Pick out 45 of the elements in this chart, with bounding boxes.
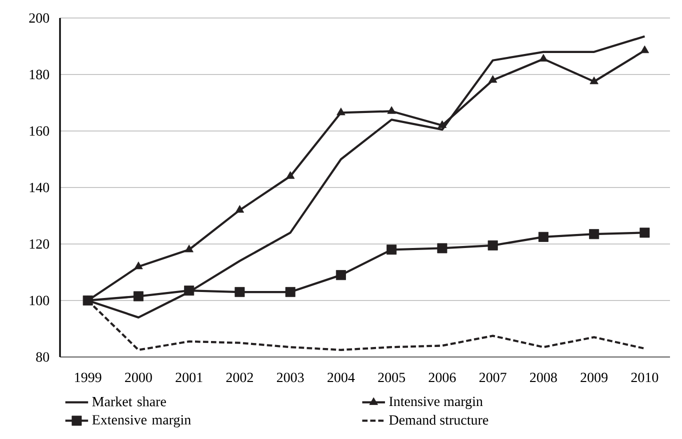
x-tick-label: 2006 [428, 372, 456, 382]
point [285, 287, 296, 298]
point [438, 120, 447, 128]
y-tick-label: 80 [36, 352, 50, 362]
x-tick-label: 2009 [580, 372, 608, 382]
point [286, 171, 295, 179]
y-tick-label: 140 [30, 182, 50, 192]
x-tick-label: 2008 [530, 372, 557, 382]
x-tick-label: 2003 [276, 372, 304, 382]
y-tick-label: 180 [30, 70, 50, 80]
x-tick-label: 2004 [328, 372, 355, 382]
point [134, 262, 143, 270]
point [488, 240, 498, 250]
point [539, 54, 548, 62]
point [488, 75, 498, 83]
y-tick-label: 100 [30, 296, 50, 306]
x-tick-label: 2001 [176, 372, 202, 382]
point [437, 243, 448, 254]
x-tick-label: 2005 [378, 372, 406, 382]
x-tick-label: 2007 [479, 372, 506, 382]
point [386, 244, 397, 255]
point [640, 45, 650, 54]
x-tick-label: 1999 [75, 372, 102, 382]
legend-label: Market share [92, 396, 166, 406]
legend-label: Intensive margin [389, 396, 483, 409]
point [235, 205, 244, 213]
y-tick-label: 200 [29, 13, 50, 23]
x-tick-label: 2010 [631, 372, 658, 382]
point [640, 228, 650, 238]
legend-label: Extensive margin [92, 415, 191, 428]
point [184, 244, 194, 252]
point [234, 287, 245, 298]
point [336, 108, 346, 116]
x-tick-label: 2000 [125, 372, 152, 382]
point [590, 76, 598, 84]
point [133, 291, 144, 302]
legend-label: Demand structure [389, 414, 488, 425]
point [336, 270, 346, 280]
y-tick-label: 160 [30, 126, 50, 136]
point [387, 106, 396, 114]
point [589, 229, 600, 240]
point [538, 232, 548, 242]
point [184, 286, 194, 296]
x-tick-label: 2002 [226, 372, 253, 382]
y-tick-label: 120 [30, 239, 50, 249]
